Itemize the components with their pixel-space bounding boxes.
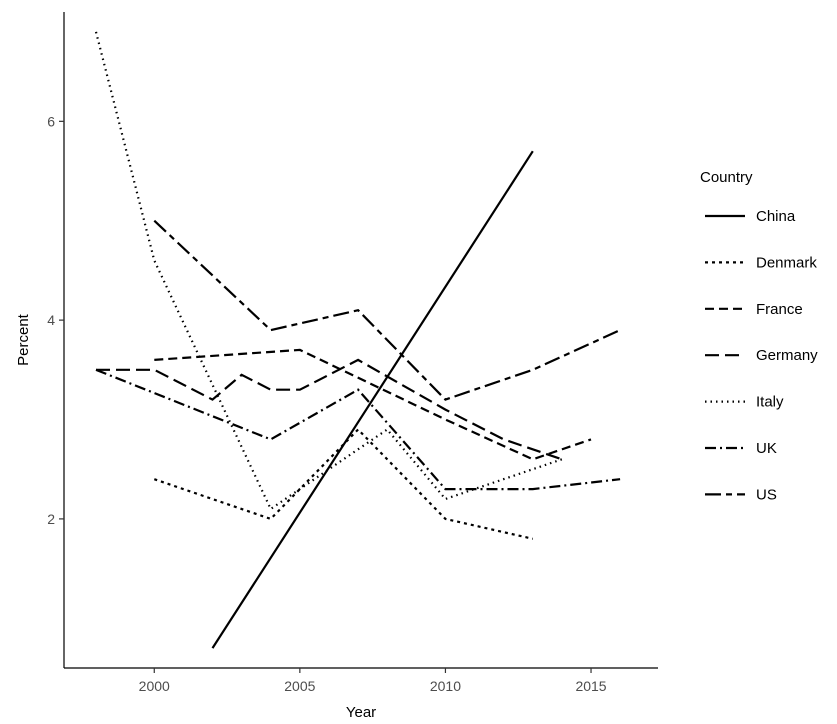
legend-items: China Denmark France Germany Italy UK US: [705, 208, 818, 503]
legend-label-us: US: [756, 486, 777, 503]
x-axis-title: Year: [346, 704, 376, 721]
y-axis-ticks: 2 4 6: [47, 113, 64, 527]
x-tick-label: 2010: [430, 678, 461, 694]
series-line-china: [211, 150, 534, 649]
y-tick-label: 4: [47, 312, 55, 328]
y-tick-label: 6: [47, 113, 55, 129]
series-line-france: [154, 348, 592, 461]
series-line-us: [153, 219, 621, 401]
y-tick-label: 2: [47, 511, 55, 527]
legend-label-france: France: [756, 301, 803, 318]
x-tick-label: 2015: [575, 678, 606, 694]
legend-label-china: China: [756, 208, 796, 225]
plot-lines: [94, 31, 621, 649]
legend: Country China Denmark France Germany Italy UK…: [700, 169, 818, 503]
x-tick-label: 2005: [284, 678, 315, 694]
series-line-italy: [94, 31, 563, 511]
series-line-denmark: [153, 427, 534, 540]
legend-label-denmark: Denmark: [756, 254, 817, 271]
x-axis-ticks: 2000 2005 2010 2015: [139, 668, 607, 694]
series-line-uk: [95, 368, 621, 491]
legend-label-uk: UK: [756, 440, 777, 457]
y-axis-title: Percent: [15, 313, 32, 366]
legend-label-germany: Germany: [756, 347, 818, 364]
x-tick-label: 2000: [139, 678, 170, 694]
legend-label-italy: Italy: [756, 394, 784, 411]
series-line-germany: [96, 358, 563, 461]
legend-title: Country: [700, 169, 753, 186]
